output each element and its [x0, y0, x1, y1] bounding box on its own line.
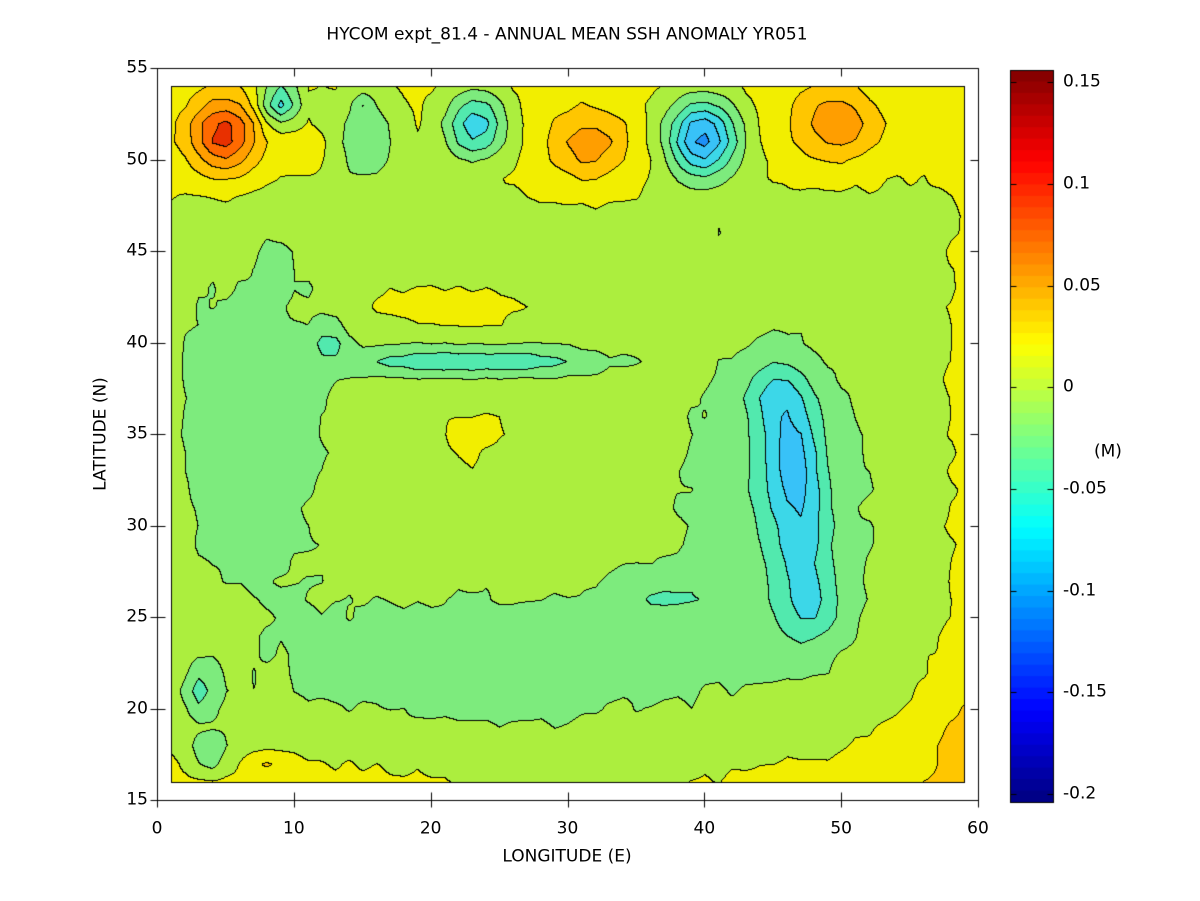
y-tick-label: 40	[126, 332, 148, 352]
y-tick-label: 35	[126, 423, 148, 444]
y-tick-label: 20	[126, 698, 148, 718]
colorbar-tick-label: 0.05	[1063, 275, 1101, 296]
x-tick-label: 40	[693, 818, 716, 839]
x-tick-label: 10	[283, 818, 305, 839]
colorbar-tick-label: -0.2	[1063, 783, 1097, 804]
x-tick-label: 20	[419, 818, 442, 839]
colorbar-tick-label: 0.1	[1063, 173, 1091, 194]
y-tick-label: 45	[126, 240, 148, 261]
y-tick-label: 50	[126, 149, 148, 169]
colorbar-tick-label: 0.15	[1063, 71, 1101, 92]
y-tick-label: 25	[126, 606, 148, 627]
y-tick-label: 55	[126, 57, 148, 78]
x-axis-label: LONGITUDE (E)	[502, 846, 632, 867]
x-tick-label: 0	[151, 818, 163, 839]
x-tick-label: 60	[967, 818, 989, 839]
colorbar-tick-label: 0	[1063, 376, 1074, 397]
y-tick-label: 30	[126, 515, 148, 535]
x-tick-label: 30	[556, 818, 579, 839]
x-tick-label: 50	[830, 818, 852, 839]
y-axis-label: LATITUDE (N)	[90, 377, 111, 491]
colorbar-tick-label: -0.05	[1063, 478, 1107, 499]
colorbar-unit-label: (M)	[1094, 441, 1122, 462]
plot-title: HYCOM expt_81.4 - ANNUAL MEAN SSH ANOMAL…	[326, 24, 808, 45]
y-tick-label: 15	[126, 789, 148, 810]
colorbar-tick-label: -0.15	[1063, 681, 1107, 702]
colorbar-tick-label: -0.1	[1063, 580, 1097, 601]
